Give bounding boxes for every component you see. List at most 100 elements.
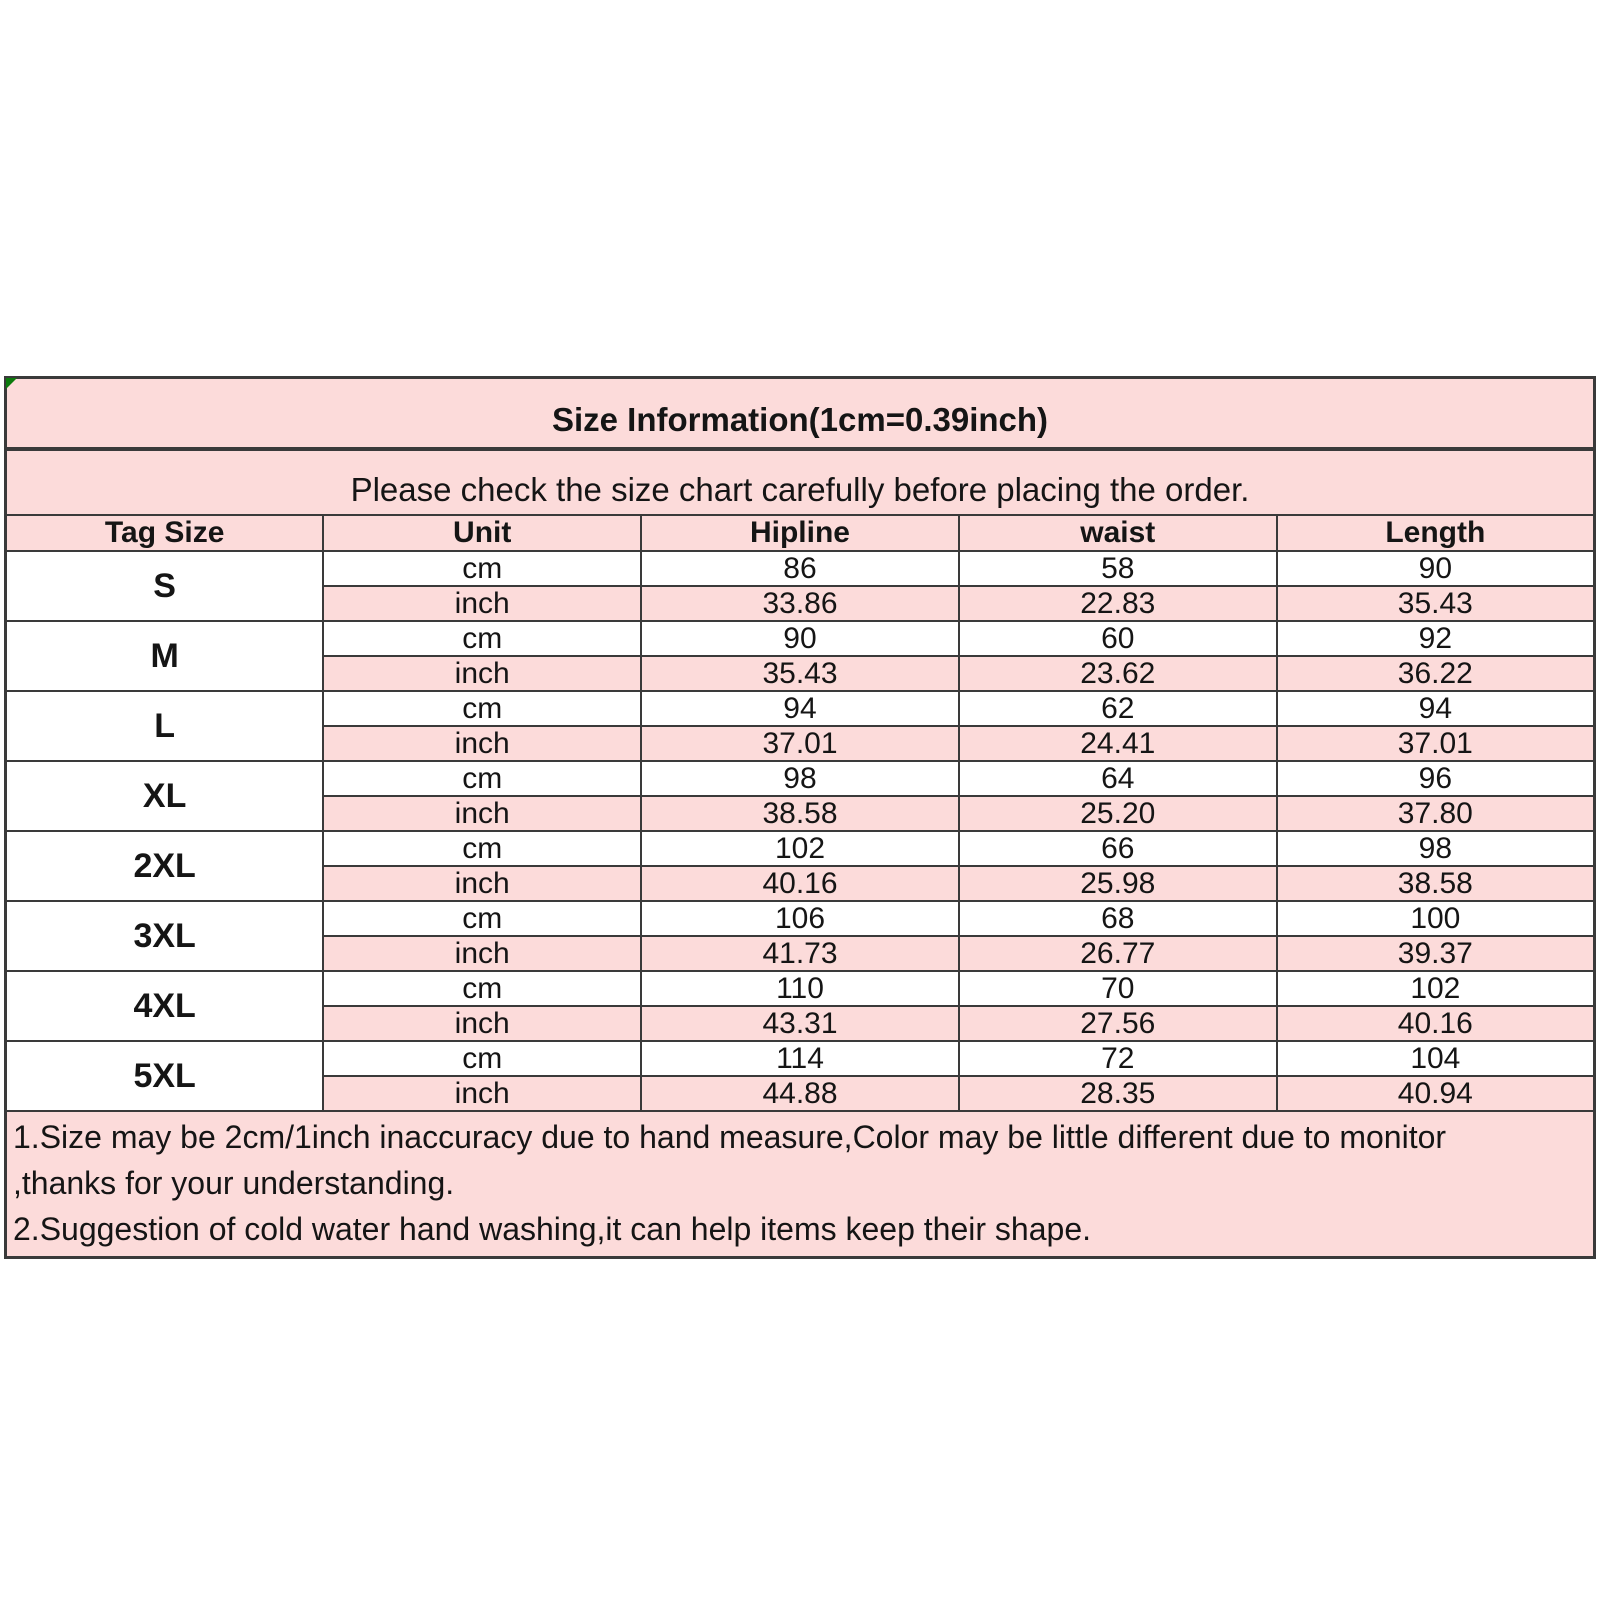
value-cell: 94	[1275, 690, 1596, 727]
col-header-waist: waist	[957, 514, 1278, 552]
value-cell: 86	[640, 550, 960, 587]
tag-size-cell: 2XL	[4, 830, 325, 902]
value-cell: 25.98	[957, 865, 1278, 902]
unit-cell: inch	[322, 1005, 643, 1042]
table-row-cm: 3XL cm 106 68 100	[4, 900, 1596, 972]
value-cell: 24.41	[957, 725, 1278, 762]
value-cell: 33.86	[640, 585, 960, 622]
value-cell: 25.20	[957, 795, 1278, 832]
value-cell: 60	[957, 620, 1278, 657]
value-cell: 38.58	[640, 795, 960, 832]
value-cell: 37.01	[1275, 725, 1596, 762]
value-cell: 38.58	[1275, 865, 1596, 902]
unit-cell: inch	[322, 865, 643, 902]
tag-size-cell: L	[4, 690, 325, 762]
value-cell: 37.80	[1275, 795, 1596, 832]
col-header-length: Length	[1275, 514, 1596, 552]
tag-size-cell: 4XL	[4, 970, 325, 1042]
value-cell: 66	[957, 830, 1278, 867]
value-cell: 26.77	[957, 935, 1278, 972]
table-row-cm: 4XL cm 110 70 102	[4, 970, 1596, 1042]
value-cell: 39.37	[1275, 935, 1596, 972]
column-header-row: Tag Size Unit Hipline waist Length	[4, 514, 1596, 552]
value-cell: 114	[640, 1040, 960, 1077]
note-line-2: ,thanks for your understanding.	[13, 1165, 455, 1201]
value-cell: 40.94	[1275, 1075, 1596, 1112]
value-cell: 104	[1275, 1040, 1596, 1077]
value-cell: 28.35	[957, 1075, 1278, 1112]
value-cell: 102	[640, 830, 960, 867]
table-row-inch: inch 40.16 25.98 38.58	[6, 865, 1596, 902]
tag-size-cell: XL	[4, 760, 325, 832]
size-chart-body: Size Information(1cm=0.39inch) Please ch…	[4, 376, 1596, 1259]
value-cell: 36.22	[1275, 655, 1596, 692]
value-cell: 68	[957, 900, 1278, 937]
unit-cell: inch	[322, 935, 643, 972]
unit-cell: inch	[322, 725, 643, 762]
value-cell: 106	[640, 900, 960, 937]
unit-cell: cm	[322, 830, 643, 867]
col-header-tag-size: Tag Size	[4, 514, 325, 552]
value-cell: 90	[1275, 550, 1596, 587]
value-cell: 43.31	[640, 1005, 960, 1042]
unit-cell: inch	[322, 795, 643, 832]
table-row-inch: inch 37.01 24.41 37.01	[6, 725, 1596, 762]
subtitle-row: Please check the size chart carefully be…	[4, 448, 1596, 516]
unit-cell: inch	[322, 585, 643, 622]
value-cell: 102	[1275, 970, 1596, 1007]
col-header-unit: Unit	[322, 514, 643, 552]
unit-cell: cm	[322, 550, 643, 587]
tag-size-cell: M	[4, 620, 325, 692]
subtitle-text: Please check the size chart carefully be…	[4, 448, 1596, 516]
col-header-hipline: Hipline	[640, 514, 960, 552]
value-cell: 40.16	[640, 865, 960, 902]
table-row-inch: inch 33.86 22.83 35.43	[6, 585, 1596, 622]
notes-row: 1.Size may be 2cm/1inch inaccuracy due t…	[4, 1110, 1596, 1259]
note-line-1: 1.Size may be 2cm/1inch inaccuracy due t…	[13, 1119, 1447, 1155]
value-cell: 27.56	[957, 1005, 1278, 1042]
table-row-cm: 2XL cm 102 66 98	[4, 830, 1596, 902]
value-cell: 94	[640, 690, 960, 727]
table-row-inch: inch 38.58 25.20 37.80	[6, 795, 1596, 832]
unit-cell: inch	[322, 655, 643, 692]
table-row-inch: inch 41.73 26.77 39.37	[6, 935, 1596, 972]
value-cell: 22.83	[957, 585, 1278, 622]
value-cell: 64	[957, 760, 1278, 797]
value-cell: 62	[957, 690, 1278, 727]
value-cell: 96	[1275, 760, 1596, 797]
value-cell: 98	[640, 760, 960, 797]
notes-cell: 1.Size may be 2cm/1inch inaccuracy due t…	[4, 1110, 1596, 1259]
size-chart-table: Size Information(1cm=0.39inch) Please ch…	[4, 376, 1596, 1259]
table-row-inch: inch 43.31 27.56 40.16	[6, 1005, 1596, 1042]
value-cell: 90	[640, 620, 960, 657]
value-cell: 110	[640, 970, 960, 1007]
unit-cell: cm	[322, 970, 643, 1007]
title-row: Size Information(1cm=0.39inch)	[4, 376, 1596, 451]
tag-size-cell: 5XL	[4, 1040, 325, 1112]
table-row-cm: XL cm 98 64 96	[4, 760, 1596, 832]
value-cell: 41.73	[640, 935, 960, 972]
value-cell: 35.43	[640, 655, 960, 692]
table-row-cm: 5XL cm 114 72 104	[4, 1040, 1596, 1112]
value-cell: 44.88	[640, 1075, 960, 1112]
tag-size-cell: 3XL	[4, 900, 325, 972]
value-cell: 98	[1275, 830, 1596, 867]
unit-cell: cm	[322, 620, 643, 657]
table-row-inch: inch 35.43 23.62 36.22	[6, 655, 1596, 692]
unit-cell: inch	[322, 1075, 643, 1112]
unit-cell: cm	[322, 1040, 643, 1077]
unit-cell: cm	[322, 690, 643, 727]
page-title: Size Information(1cm=0.39inch)	[4, 376, 1596, 451]
value-cell: 58	[957, 550, 1278, 587]
table-row-inch: inch 44.88 28.35 40.94	[6, 1075, 1596, 1112]
value-cell: 40.16	[1275, 1005, 1596, 1042]
value-cell: 72	[957, 1040, 1278, 1077]
unit-cell: cm	[322, 760, 643, 797]
value-cell: 70	[957, 970, 1278, 1007]
value-cell: 92	[1275, 620, 1596, 657]
unit-cell: cm	[322, 900, 643, 937]
